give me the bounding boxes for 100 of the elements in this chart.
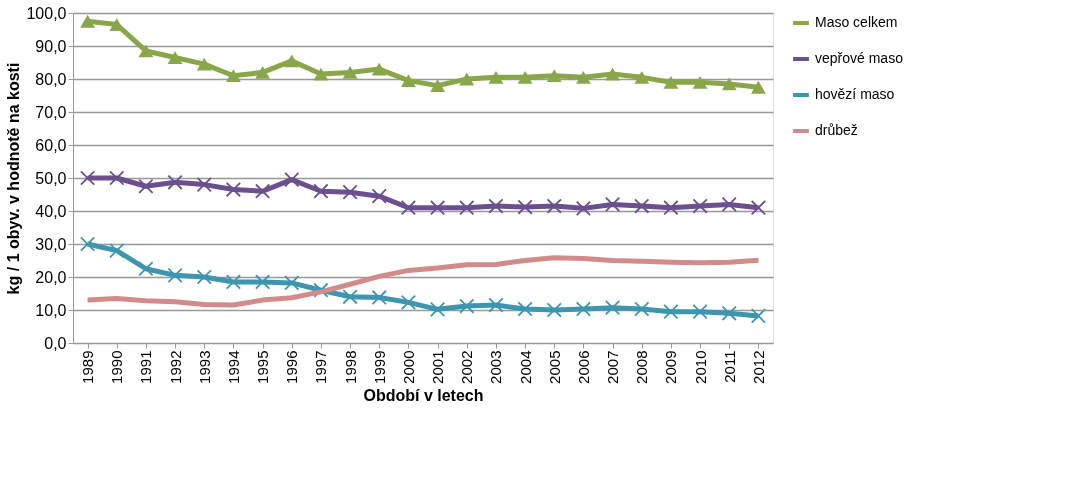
y-tick-label: 50,0 <box>35 169 67 187</box>
point <box>80 14 95 28</box>
point <box>721 77 737 91</box>
x-tick-label: 1994 <box>224 350 242 384</box>
point <box>284 54 300 68</box>
point <box>488 297 504 313</box>
x-tick-label: 1999 <box>370 350 388 384</box>
x-tick-label: 2001 <box>429 350 447 384</box>
x-tick-label: 2006 <box>574 350 592 384</box>
point <box>604 196 621 213</box>
point <box>79 170 96 186</box>
point <box>605 67 620 81</box>
x-tick-label: 2011 <box>720 350 738 383</box>
x-tick-label: 1997 <box>312 350 330 384</box>
point <box>196 176 212 193</box>
point <box>167 267 183 283</box>
point <box>692 75 708 89</box>
y-axis-title: kg / 1 obyv. v hodnotě na kosti <box>5 62 23 295</box>
x-tick-label: 2008 <box>633 350 651 384</box>
point <box>488 70 504 84</box>
x-tick-label: 2000 <box>399 350 417 384</box>
y-tick-label: 20,0 <box>35 268 67 286</box>
point <box>750 308 767 324</box>
x-tick-label: 1996 <box>283 350 301 384</box>
point <box>313 183 329 199</box>
point <box>663 200 679 216</box>
point <box>576 70 591 84</box>
point <box>225 181 242 198</box>
y-tick-label: 40,0 <box>35 202 67 220</box>
point <box>254 274 271 290</box>
point <box>459 72 475 86</box>
point <box>371 62 387 76</box>
point <box>342 184 358 200</box>
point <box>546 198 562 214</box>
point <box>109 170 125 186</box>
point <box>692 304 708 320</box>
point <box>196 269 212 285</box>
point <box>517 70 533 84</box>
point <box>371 289 387 306</box>
x-tick-label: 2004 <box>516 350 534 384</box>
point <box>401 74 416 88</box>
point <box>342 289 358 305</box>
point <box>400 200 417 216</box>
point <box>138 44 154 58</box>
point <box>634 70 650 84</box>
point <box>575 200 592 216</box>
point <box>167 51 183 64</box>
x-tick-label: 1989 <box>79 350 97 384</box>
point <box>517 301 533 317</box>
point <box>225 274 242 290</box>
point <box>429 200 446 216</box>
point <box>546 69 562 83</box>
point <box>430 79 445 93</box>
y-tick-label: 80,0 <box>35 70 67 88</box>
point <box>429 301 446 317</box>
legend-label: hovězí maso <box>815 86 895 102</box>
point <box>226 69 241 83</box>
point <box>575 301 592 317</box>
point <box>751 80 766 94</box>
x-tick-label: 1995 <box>254 350 272 384</box>
point <box>284 172 300 188</box>
y-tick-label: 30,0 <box>35 235 67 253</box>
x-tick-label: 2007 <box>604 350 622 384</box>
point <box>459 298 475 314</box>
x-axis-title: Období v letech <box>363 386 484 404</box>
x-tick-label: 1998 <box>341 350 359 384</box>
x-tick-label: 2012 <box>749 350 767 384</box>
point <box>634 198 650 214</box>
point <box>400 294 417 311</box>
point <box>371 188 387 204</box>
point <box>750 200 767 216</box>
point <box>692 198 708 214</box>
point <box>313 67 329 81</box>
point <box>254 183 271 199</box>
y-tick-label: 0,0 <box>44 334 67 352</box>
point <box>721 196 737 213</box>
point <box>634 301 650 317</box>
point <box>721 305 737 321</box>
x-tick-label: 2009 <box>662 350 680 384</box>
point <box>138 261 154 277</box>
point <box>488 198 504 214</box>
y-tick-label: 60,0 <box>35 136 67 154</box>
point <box>255 65 270 79</box>
y-tick-label: 100,0 <box>26 4 67 22</box>
y-tick-label: 10,0 <box>35 301 67 319</box>
point <box>342 65 358 79</box>
y-tick-label: 70,0 <box>35 103 67 121</box>
x-tick-label: 1990 <box>108 350 126 384</box>
x-tick-label: 2010 <box>691 350 709 384</box>
point <box>79 236 96 252</box>
point <box>196 57 212 71</box>
x-tick-label: 2002 <box>458 350 476 384</box>
point <box>546 302 562 318</box>
x-tick-label: 1993 <box>195 350 213 384</box>
point <box>517 199 533 215</box>
point <box>284 275 300 291</box>
x-tick-label: 1992 <box>166 350 184 384</box>
point <box>604 300 621 316</box>
x-tick-label: 2003 <box>487 350 505 384</box>
point <box>109 242 125 259</box>
